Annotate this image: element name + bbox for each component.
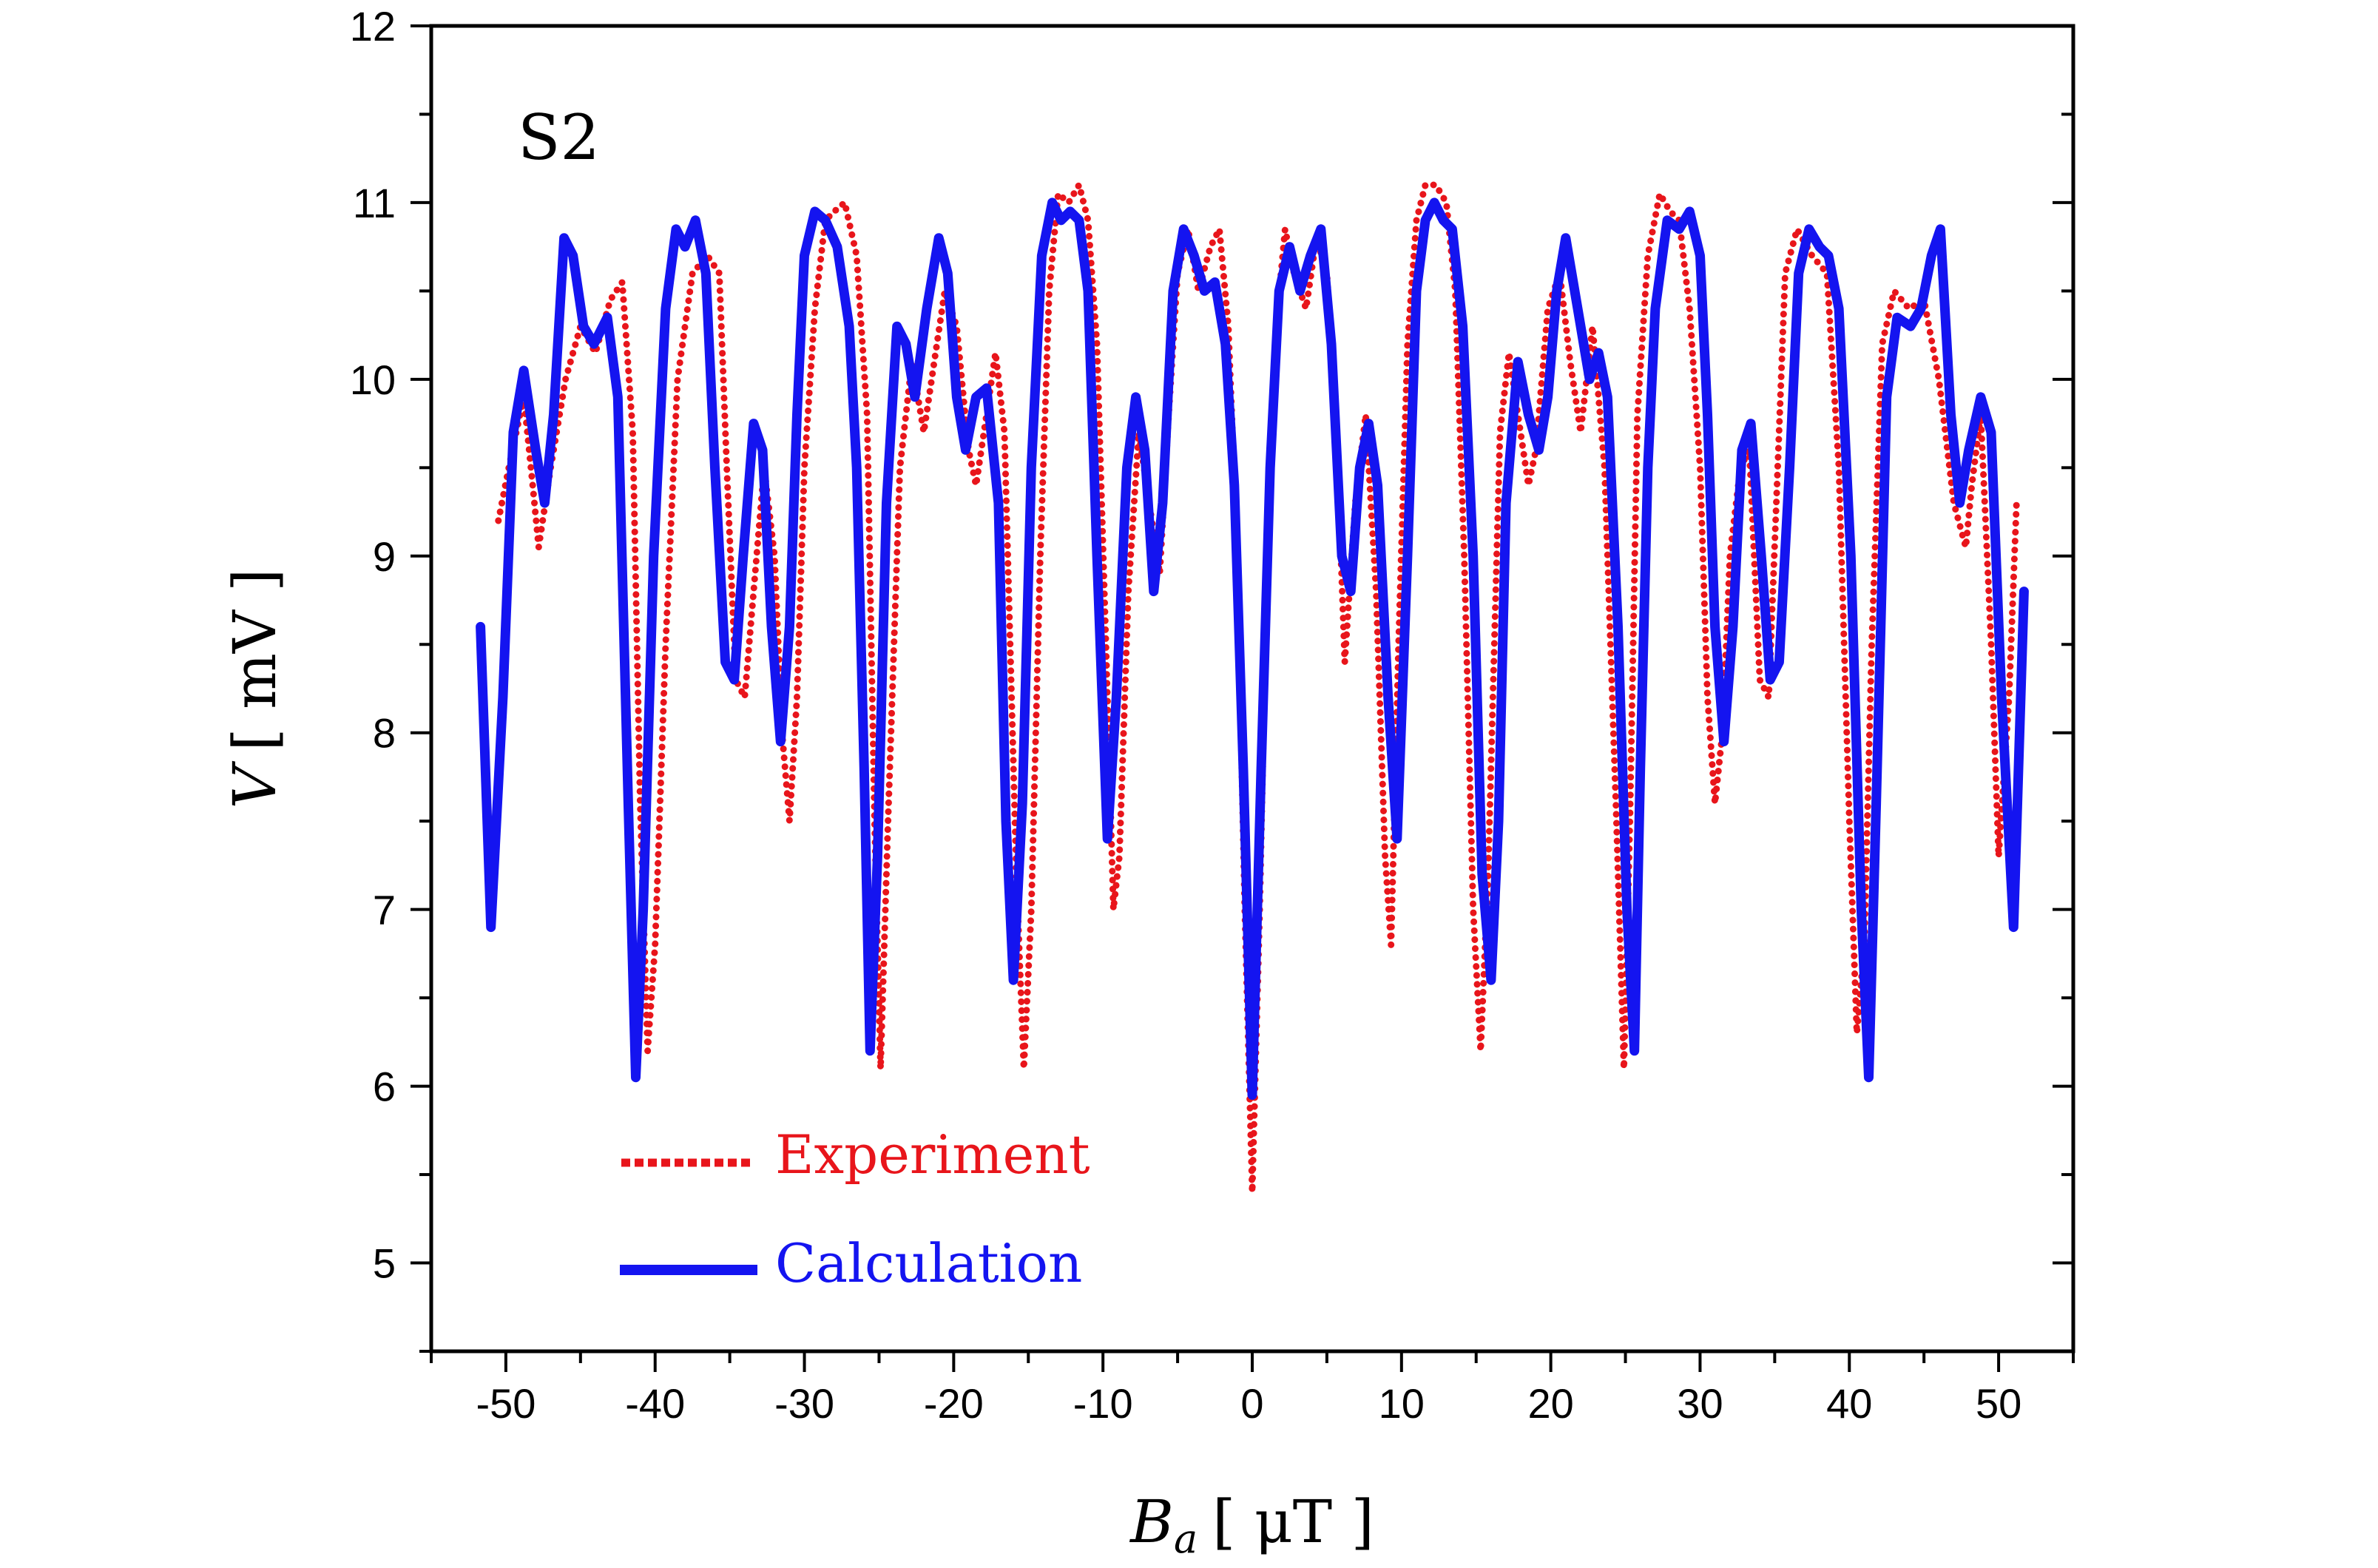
x-tick-label: -10 [1073, 1380, 1133, 1427]
y-tick-label: 12 [350, 3, 396, 50]
x-tick-label: -30 [774, 1380, 834, 1427]
y-tick-label: 5 [373, 1240, 396, 1287]
x-axis-title: Ba [ μT ] [1129, 1487, 1374, 1562]
legend-calculation-label: Calculation [775, 1232, 1082, 1294]
x-tick-label: 10 [1379, 1380, 1425, 1427]
x-tick-label: 50 [1976, 1380, 2021, 1427]
x-tick-label: -40 [625, 1380, 685, 1427]
x-tick-label: 40 [1826, 1380, 1872, 1427]
series-line-calculation [476, 197, 2029, 1100]
y-tick-label: 10 [350, 356, 396, 403]
y-tick-label: 11 [353, 180, 396, 226]
x-tick-label: 30 [1677, 1380, 1723, 1427]
ticks-layer [411, 24, 2075, 1372]
x-axis-title-unit: [ μT ] [1212, 1487, 1374, 1556]
plot-frame [429, 24, 2075, 1354]
legend: Experiment Calculation [620, 1123, 1090, 1294]
x-tick-label: 0 [1240, 1380, 1263, 1427]
y-axis-title-unit: [ mV ] [220, 569, 289, 751]
x-axis-title-var: B [1129, 1487, 1174, 1556]
x-tick-label: 20 [1527, 1380, 1573, 1427]
x-axis-title-sub: a [1174, 1515, 1198, 1562]
legend-experiment-label: Experiment [775, 1123, 1090, 1186]
y-tick-label: 7 [373, 887, 396, 933]
y-tick-label: 8 [373, 710, 396, 757]
y-axis-title: V [ mV ] [220, 569, 289, 809]
x-tick-label: -50 [476, 1380, 536, 1427]
y-tick-label: 9 [373, 533, 396, 580]
y-axis-title-var: V [220, 760, 289, 808]
x-tick-label: -20 [924, 1380, 984, 1427]
series-layer [476, 181, 2029, 1196]
y-tick-label: 6 [373, 1064, 396, 1110]
panel-label: S2 [518, 101, 600, 174]
tick-labels-layer: -50 -40 -30 -20 -10 0 10 20 30 40 50 5 6 7 8 9 10 11 12 [350, 3, 2022, 1427]
